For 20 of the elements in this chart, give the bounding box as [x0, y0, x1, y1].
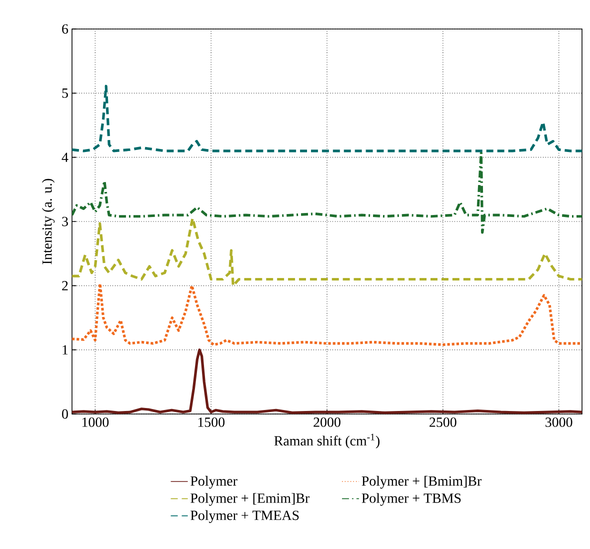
legend-label: Polymer + TBMS: [362, 493, 461, 506]
x-tick-label: 2000: [314, 418, 340, 427]
y-tick-label: 3: [62, 216, 68, 226]
y-tick-label: 6: [62, 24, 68, 34]
legend-label: Polymer + TMEAS: [190, 510, 299, 523]
y-tick-label: 2: [62, 281, 68, 290]
y-tick-label: 5: [62, 88, 68, 98]
y-axis-title: Intensity (a. u.): [42, 178, 55, 264]
legend-label: Polymer + [Bmim]Br: [362, 476, 482, 489]
line-series: [72, 152, 582, 234]
x-tick-label: 3000: [546, 418, 572, 427]
legend-label: Polymer + [Emim]Br: [190, 493, 310, 506]
x-tick-label: 1500: [198, 418, 225, 427]
x-tick-label: 2500: [430, 418, 456, 427]
y-tick-label: 4: [62, 152, 68, 162]
x-tick-label: 1000: [82, 418, 109, 427]
y-tick-label: 1: [62, 345, 68, 354]
y-tick-label: 0: [62, 409, 68, 419]
legend-label: Polymer: [190, 476, 238, 489]
x-axis-title: Raman shift (cm$^{-1}$): [274, 434, 380, 448]
